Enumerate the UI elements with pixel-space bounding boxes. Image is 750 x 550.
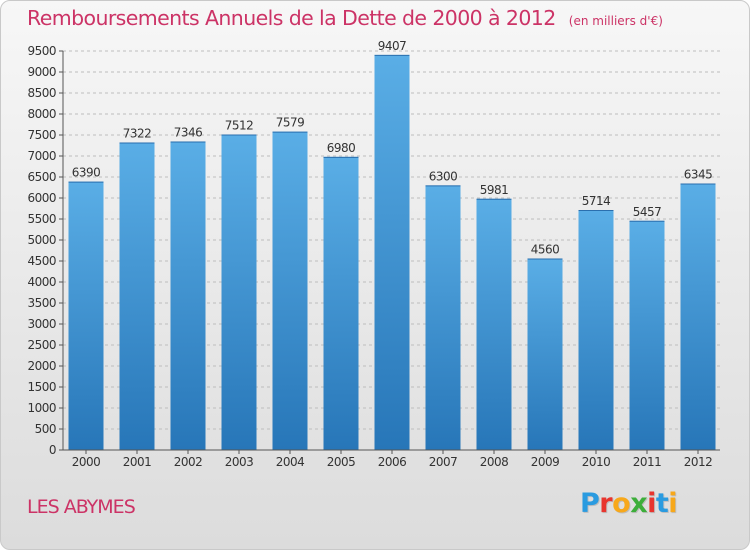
x-tick-label: 2004 (276, 455, 305, 469)
data-label: 7322 (123, 126, 152, 140)
y-tick-label: 9500 (27, 44, 56, 58)
y-tick-label: 6000 (27, 191, 56, 205)
location-label: LES ABYMES (27, 496, 136, 518)
y-tick-label: 7500 (27, 128, 56, 142)
bar (323, 156, 359, 450)
bar (425, 185, 461, 450)
bar (221, 134, 257, 450)
y-tick-label: 9000 (27, 65, 56, 79)
y-tick-label: 2500 (27, 338, 56, 352)
y-tick-label: 8500 (27, 86, 56, 100)
bar (119, 142, 155, 450)
y-tick-label: 7000 (27, 149, 56, 163)
y-tick-label: 5000 (27, 233, 56, 247)
y-tick-label: 6500 (27, 170, 56, 184)
logo-letter: i (668, 488, 678, 519)
y-tick-label: 2000 (27, 359, 56, 373)
x-tick-label: 2012 (684, 455, 713, 469)
y-tick-label: 4500 (27, 254, 56, 268)
bar (272, 131, 308, 450)
chart-unit: (en milliers d'€) (568, 14, 663, 28)
data-label: 5981 (480, 183, 509, 197)
bar (374, 54, 410, 450)
logo-letter: r (599, 488, 613, 519)
y-tick-label: 8000 (27, 107, 56, 121)
x-tick-label: 2006 (378, 455, 407, 469)
y-tick-label: 4000 (27, 275, 56, 289)
y-tick-label: 1000 (27, 401, 56, 415)
logo-letter: o (612, 488, 631, 519)
y-tick-label: 0 (49, 443, 56, 457)
y-tick-label: 5500 (27, 212, 56, 226)
x-tick-label: 2011 (633, 455, 662, 469)
y-tick-label: 3500 (27, 296, 56, 310)
bar (680, 183, 716, 450)
logo-letter: i (647, 488, 656, 519)
chart-header: Remboursements Annuels de la Dette de 20… (27, 6, 663, 30)
x-tick-label: 2009 (531, 455, 560, 469)
logo-letter: t (655, 488, 669, 519)
data-label: 7346 (174, 125, 203, 139)
chart-title: Remboursements Annuels de la Dette de 20… (27, 6, 556, 30)
data-label: 7579 (276, 116, 305, 130)
data-label: 5714 (582, 194, 611, 208)
bar (68, 181, 104, 450)
bar (170, 141, 206, 450)
data-label: 7512 (225, 118, 254, 132)
data-label: 6300 (429, 169, 458, 183)
data-label: 6390 (72, 166, 101, 180)
bar (629, 220, 665, 450)
x-tick-label: 2003 (225, 455, 254, 469)
data-label: 9407 (378, 39, 407, 53)
y-tick-label: 500 (35, 422, 56, 436)
y-tick-label: 3000 (27, 317, 56, 331)
bar (527, 258, 563, 450)
data-label: 5457 (633, 205, 662, 219)
logo-letter: P (580, 488, 600, 519)
proxiti-logo: Proxiti (580, 488, 678, 519)
x-tick-label: 2005 (327, 455, 356, 469)
data-label: 6345 (684, 168, 713, 182)
x-tick-label: 2000 (72, 455, 101, 469)
x-tick-label: 2002 (174, 455, 203, 469)
bar (578, 210, 614, 450)
logo-letter: x (630, 488, 648, 519)
y-tick-label: 1500 (27, 380, 56, 394)
x-tick-label: 2007 (429, 455, 458, 469)
x-tick-label: 2008 (480, 455, 509, 469)
x-tick-label: 2001 (123, 455, 152, 469)
bar (476, 198, 512, 450)
data-label: 6980 (327, 141, 356, 155)
x-tick-label: 2010 (582, 455, 611, 469)
data-label: 4560 (531, 242, 560, 256)
